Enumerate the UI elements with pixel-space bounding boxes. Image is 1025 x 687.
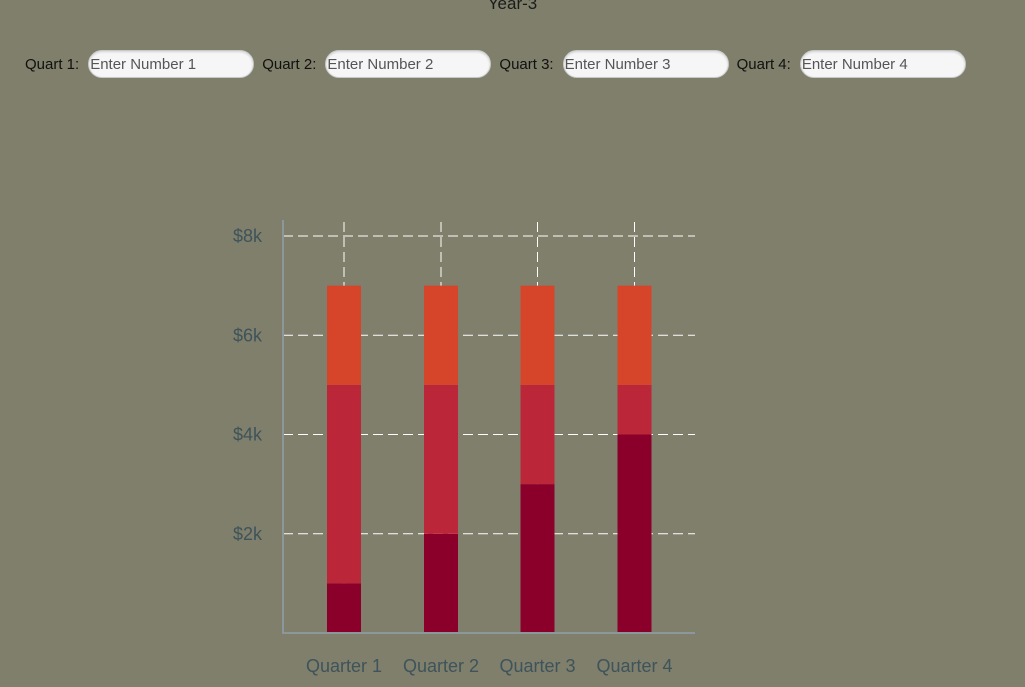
- quarter-4-input[interactable]: [799, 50, 966, 78]
- quarter-4-label: Quart 4:: [736, 55, 791, 73]
- label-layer: $2k $4k $6k $8k Quarter 1 Quarter 2 Quarter 3 Q…: [233, 226, 673, 676]
- bar-segment: [520, 384, 555, 485]
- quarter-3-input[interactable]: [562, 50, 729, 78]
- x-tick-label: Quarter 3: [499, 656, 575, 676]
- quarter-4-field: Quart 4:: [737, 50, 966, 78]
- bar-segment: [327, 285, 361, 385]
- quarter-1-label: Quart 1:: [25, 55, 80, 73]
- bar-segment: [617, 434, 652, 633]
- bar-segment: [520, 285, 555, 385]
- y-tick-label: $8k: [233, 226, 263, 246]
- x-tick-label: Quarter 4: [596, 656, 672, 676]
- quarter-1-input[interactable]: [88, 50, 255, 78]
- quarter-1-field: Quart 1:: [25, 50, 255, 78]
- bar-segment: [617, 384, 652, 435]
- quarter-3-label: Quart 3:: [499, 55, 554, 73]
- x-tick-label: Quarter 1: [306, 656, 382, 676]
- bar-segment: [520, 484, 555, 633]
- y-tick-label: $4k: [233, 425, 263, 445]
- y-tick-label: $6k: [233, 325, 263, 345]
- y-tick-label: $2k: [233, 524, 263, 544]
- bar-segment: [424, 285, 458, 385]
- quarter-input-row: Quart 1: Quart 2: Quart 3: Quart 4:: [25, 50, 974, 78]
- x-tick-label: Quarter 2: [403, 656, 479, 676]
- chart-title: Year-3: [487, 0, 538, 13]
- bars-layer: [327, 285, 652, 633]
- quarter-2-input[interactable]: [325, 50, 492, 78]
- axis-layer: [282, 220, 695, 634]
- quarter-2-field: Quart 2:: [262, 50, 492, 78]
- bar-segment: [617, 285, 652, 385]
- bar-segment: [424, 533, 458, 633]
- bar-segment: [327, 583, 361, 633]
- quarter-3-field: Quart 3:: [499, 50, 729, 78]
- bar-segment: [327, 384, 361, 584]
- bar-segment: [424, 384, 458, 534]
- quarter-2-label: Quart 2:: [262, 55, 317, 73]
